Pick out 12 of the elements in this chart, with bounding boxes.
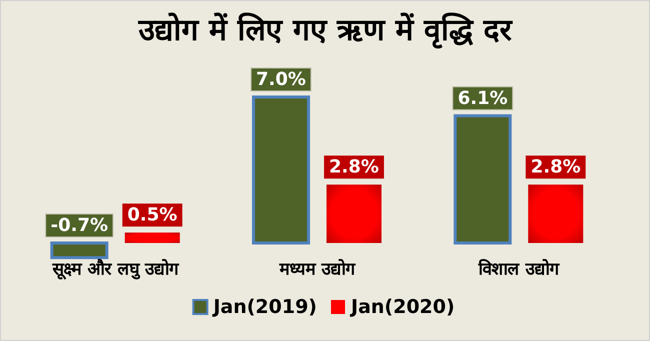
legend-label: Jan(2020) [349, 296, 455, 318]
data-label: 2.8% [329, 156, 379, 178]
x-tick-label: मध्यम उद्योग [278, 258, 356, 280]
chart-title: उद्योग में लिए गए ऋण में वृद्धि दर [137, 12, 514, 49]
x-tick-label: सूक्ष्म और लघु उद्योग [51, 258, 180, 281]
legend-label: Jan(2019) [211, 296, 317, 318]
data-label: 6.1% [458, 88, 508, 109]
data-label: -0.7% [50, 215, 108, 236]
data-label: 7.0% [256, 69, 306, 90]
data-label: 2.8% [530, 156, 581, 178]
x-tick-label: विशाल उद्योग [478, 258, 561, 280]
data-label: 0.5% [127, 204, 178, 226]
